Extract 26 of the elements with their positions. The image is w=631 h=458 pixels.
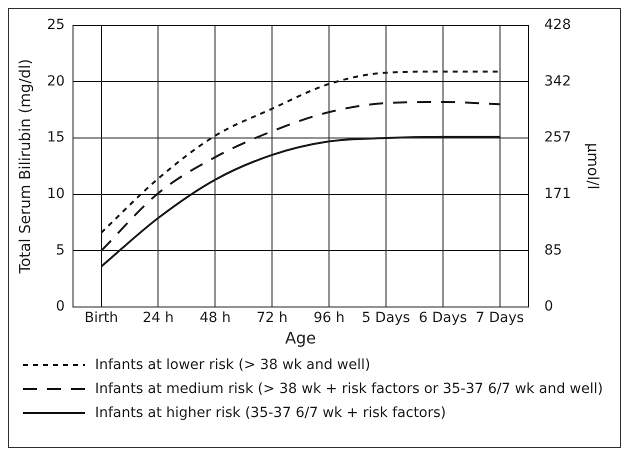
legend-label: Infants at higher risk (35-37 6/7 wk + risk factors) (95, 405, 446, 421)
y-tick-label: 5 (56, 242, 65, 258)
x-tick-label: Birth (84, 310, 118, 326)
y-tick-label: 10 (46, 186, 65, 202)
x-tick-label: 72 h (256, 310, 288, 326)
y2-tick-label: 85 (544, 242, 562, 259)
y2-tick-label: 0 (544, 298, 554, 315)
y-tick-label: 20 (46, 73, 65, 90)
y2-tick-label: 428 (544, 17, 572, 34)
x-tick-label: 24 h (142, 310, 174, 326)
y2-tick-label: 342 (544, 74, 572, 90)
y2-tick-label: 257 (544, 130, 572, 146)
x-axis-title: Age (285, 328, 316, 348)
legend-label: Infants at lower risk (> 38 wk and well) (95, 357, 370, 373)
y2-axis-title: µmol/l (584, 142, 602, 190)
legend-label: Infants at medium risk (> 38 wk + risk factors or 35-37 6/7 wk and well) (95, 381, 603, 397)
y-axis-title: Total Serum Bilirubin (mg/dl) (16, 58, 34, 275)
x-tick-label: 6 Days (418, 310, 468, 326)
y-tick-label: 15 (46, 130, 65, 146)
y-tick-label: 0 (56, 298, 65, 315)
x-tick-label: 48 h (200, 310, 231, 326)
x-tick-label: 5 Days (362, 310, 410, 326)
y2-tick-label: 171 (544, 186, 572, 202)
x-tick-label: 96 h (313, 310, 345, 326)
y-tick-label: 25 (46, 17, 65, 34)
x-tick-label: 7 Days (476, 310, 524, 326)
